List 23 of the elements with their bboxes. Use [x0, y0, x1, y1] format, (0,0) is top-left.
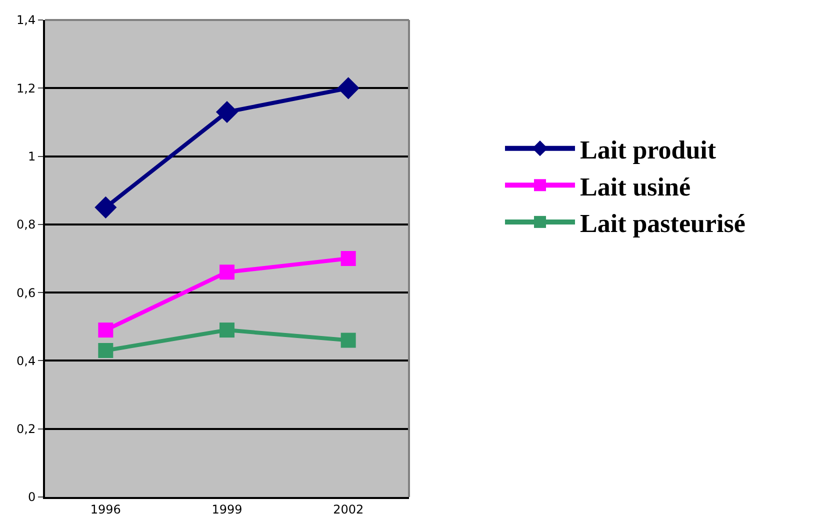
y-tick-label: 0,4	[16, 354, 36, 368]
x-tick-label: 2002	[333, 502, 364, 516]
point	[94, 196, 117, 218]
y-tick-label: 1,4	[16, 13, 36, 28]
x-tick-label: 1996	[90, 502, 121, 516]
point	[337, 77, 360, 100]
y-tick-label: 0,8	[16, 218, 36, 232]
legend-label: Lait produit	[580, 135, 716, 164]
point	[340, 332, 356, 348]
point	[216, 100, 238, 124]
point	[98, 342, 114, 358]
y-tick-label: 1,2	[16, 81, 36, 96]
x-tick-label: 1999	[212, 502, 242, 516]
point	[98, 322, 114, 338]
point	[220, 264, 234, 280]
y-tick-label: 0,2	[16, 422, 36, 436]
y-tick-label: 0	[28, 490, 36, 504]
point	[340, 251, 356, 266]
legend-label: Lait usiné	[580, 172, 691, 202]
point	[220, 322, 234, 338]
y-tick-label: 0,6	[16, 286, 36, 300]
y-tick-label: 1	[28, 149, 36, 164]
legend-label: Lait pasteurisé	[580, 209, 746, 238]
